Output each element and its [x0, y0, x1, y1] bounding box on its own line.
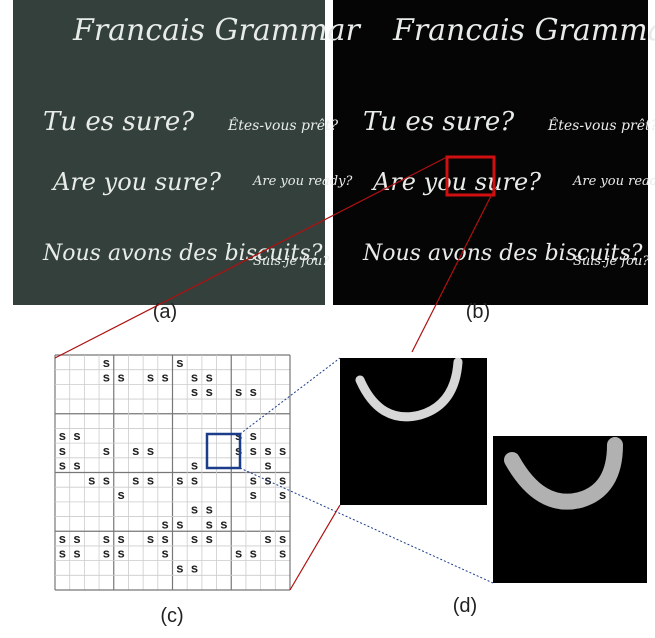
cell-letter: s	[279, 546, 286, 561]
cell-letter: s	[191, 560, 198, 575]
cell-letter: s	[279, 443, 286, 458]
cell-letter: s	[59, 443, 66, 458]
cell-letter: s	[59, 458, 66, 473]
cell-letter: s	[59, 546, 66, 561]
cell-letter: s	[103, 369, 110, 384]
cell-letter: s	[176, 472, 183, 487]
cell-letter: s	[176, 355, 183, 370]
panel-label: (a)	[153, 301, 177, 323]
cell-letter: s	[279, 531, 286, 546]
cell-letter: s	[103, 472, 110, 487]
panel-label: (c)	[160, 605, 183, 627]
cell-letter: s	[117, 487, 124, 502]
cell-letter: s	[191, 502, 198, 517]
chalk-line: Êtes-vous prêt?	[227, 116, 339, 134]
chalk-line: Francais Grammar	[392, 13, 655, 48]
chalk-line: Tu es sure?	[363, 107, 515, 137]
cell-letter: s	[132, 443, 139, 458]
zoom-line	[290, 505, 340, 590]
cell-letter: s	[191, 369, 198, 384]
cell-letter: s	[206, 531, 213, 546]
cell-letter: s	[103, 531, 110, 546]
cell-letter: s	[147, 472, 154, 487]
cell-letter: s	[250, 443, 257, 458]
cell-letter: s	[191, 472, 198, 487]
cell-letter: s	[250, 384, 257, 399]
cell-letter: s	[162, 516, 169, 531]
page: Francais Grammar Tu es sure? Êtes-vous prê…	[0, 0, 655, 638]
cell-letter: s	[117, 369, 124, 384]
cell-letter: s	[235, 384, 242, 399]
cell-letter: s	[220, 516, 227, 531]
chalk-line: Francais Grammar	[72, 13, 362, 48]
cell-letter: s	[162, 531, 169, 546]
cell-letter: s	[264, 458, 271, 473]
cell-letter: s	[264, 443, 271, 458]
cell-letter: s	[73, 458, 80, 473]
cell-letter: s	[147, 531, 154, 546]
cell-letter: s	[250, 428, 257, 443]
cell-letter: s	[147, 369, 154, 384]
cell-letter: s	[132, 472, 139, 487]
cell-letter: s	[147, 443, 154, 458]
cell-letter: s	[59, 531, 66, 546]
cell-letter: s	[73, 428, 80, 443]
cell-letter: s	[264, 531, 271, 546]
cell-letter: s	[206, 516, 213, 531]
cell-letter: s	[206, 369, 213, 384]
cell-letter: s	[250, 546, 257, 561]
cell-letter: s	[235, 546, 242, 561]
panel-label: (d)	[453, 595, 477, 617]
chalk-line: Are you sure?	[371, 168, 541, 196]
cell-letter: s	[250, 487, 257, 502]
cell-letter: s	[176, 516, 183, 531]
cell-letter: s	[73, 546, 80, 561]
figure: Francais Grammar Tu es sure? Êtes-vous prê…	[0, 0, 655, 638]
chalk-line: Suis-je fou?	[573, 254, 650, 269]
cell-letter: s	[117, 531, 124, 546]
cell-letter: s	[162, 369, 169, 384]
chalk-line: Are you ready?	[572, 174, 655, 189]
cell-letter: s	[206, 384, 213, 399]
chalk-line: Are you ready?	[252, 174, 353, 189]
cell-letter: s	[103, 443, 110, 458]
cell-letter: s	[162, 546, 169, 561]
cell-letter: s	[206, 502, 213, 517]
cell-letter: s	[279, 472, 286, 487]
cell-letter: s	[176, 560, 183, 575]
cell-letter: s	[117, 546, 124, 561]
cell-letter: s	[191, 384, 198, 399]
cell-letter: s	[103, 546, 110, 561]
panel-label: (b)	[466, 301, 490, 323]
chalk-line: Suis-je fou?	[253, 254, 330, 269]
cell-letter: s	[250, 472, 257, 487]
cell-letter: s	[73, 531, 80, 546]
cell-letter: s	[103, 355, 110, 370]
cell-letter: s	[191, 531, 198, 546]
chalk-line: Tu es sure?	[43, 107, 195, 137]
cell-letter: s	[88, 472, 95, 487]
cell-letter: s	[279, 487, 286, 502]
chalk-line: Êtes-vous prêt?	[547, 116, 655, 134]
cell-letter: s	[191, 458, 198, 473]
cell-letter: s	[59, 428, 66, 443]
chalk-line: Are you sure?	[51, 168, 221, 196]
